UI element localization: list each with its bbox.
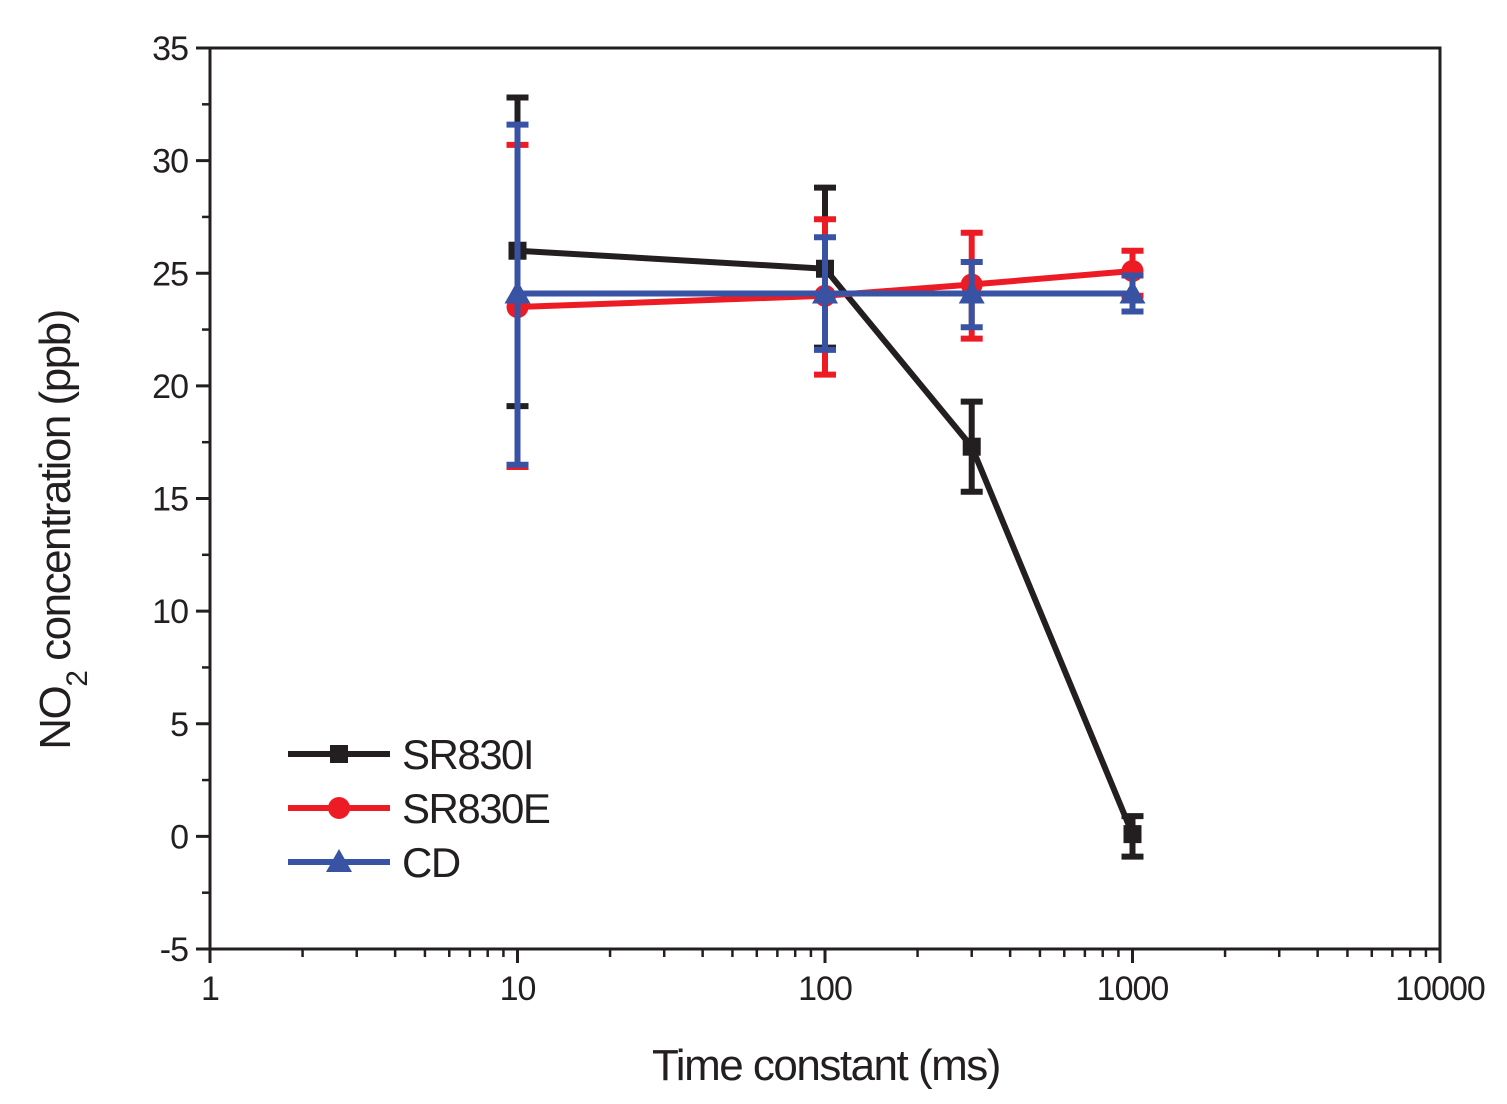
x-tick-label: 1 [201,970,219,1008]
y-tick-label: -5 [160,931,188,969]
legend: SR830I SR830E CD [288,731,551,886]
y-axis-label: NO2 concentration (ppb) [31,310,94,750]
y-tick-label: 35 [152,30,188,68]
legend-marker-sr830i [330,745,348,763]
data-point-cd [812,280,838,304]
legend-label-sr830i: SR830I [402,731,533,778]
legend-label-cd: CD [402,839,460,886]
legend-marker-sr830e [328,797,350,819]
series-cd [504,121,1146,468]
data-point-cd [1119,280,1146,304]
data-point-sr830i [1123,825,1142,844]
y-axis-label-subscript: 2 [61,671,94,687]
x-tick-label: 10 [500,970,536,1008]
data-point-cd [958,280,985,304]
x-axis-label: Time constant (ms) [652,1041,1000,1090]
y-tick-label: 30 [152,143,188,181]
series-layer [504,94,1146,860]
plot-frame [208,46,1442,951]
y-tick-label: 5 [170,706,188,744]
y-tick-label: 25 [152,255,188,293]
y-tick-label: 0 [170,818,188,856]
series-line-sr830e [517,268,1133,311]
x-tick-label: 100 [798,970,852,1008]
y-tick-label: 20 [152,368,188,406]
y-tick-label: 15 [152,481,188,519]
data-point-cd [504,280,531,304]
x-tick-label: 10000 [1395,970,1485,1008]
legend-marker-cd [326,849,352,872]
data-point-sr830i [962,437,981,456]
y-tick-label: 10 [152,593,188,631]
legend-label-sr830e: SR830E [402,785,550,832]
series-sr830i [506,94,1144,860]
series-line-sr830i [517,247,1136,836]
x-tick-label: 1000 [1097,970,1169,1008]
